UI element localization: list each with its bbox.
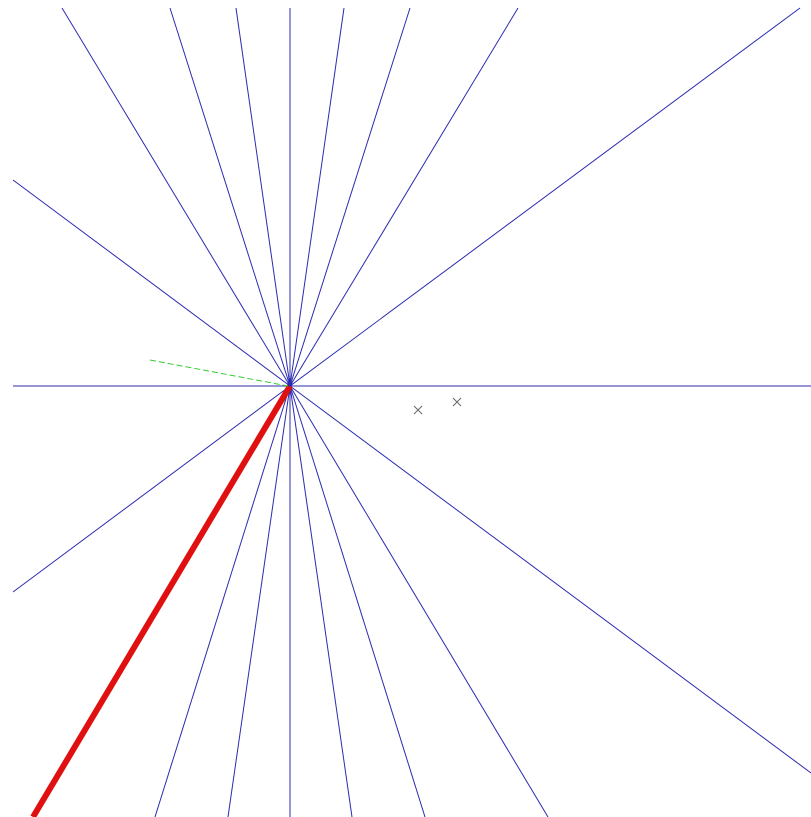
ray <box>289 7 345 387</box>
center-point <box>287 381 293 387</box>
highlighted-ray <box>30 384 293 817</box>
ray <box>289 7 801 387</box>
ray-group <box>12 7 811 817</box>
ray <box>227 385 291 817</box>
cross-marker <box>413 405 423 415</box>
ray <box>289 7 411 387</box>
ray <box>289 385 353 817</box>
ray <box>289 7 519 387</box>
ray <box>154 385 291 817</box>
ray <box>61 7 291 387</box>
ray <box>235 7 291 387</box>
ray <box>289 385 549 817</box>
ray <box>12 385 291 593</box>
ray <box>12 179 291 387</box>
ray <box>169 7 291 387</box>
dashed-segment <box>149 359 289 387</box>
cross-marker <box>452 397 462 407</box>
ray <box>289 385 811 774</box>
ray <box>289 385 426 817</box>
